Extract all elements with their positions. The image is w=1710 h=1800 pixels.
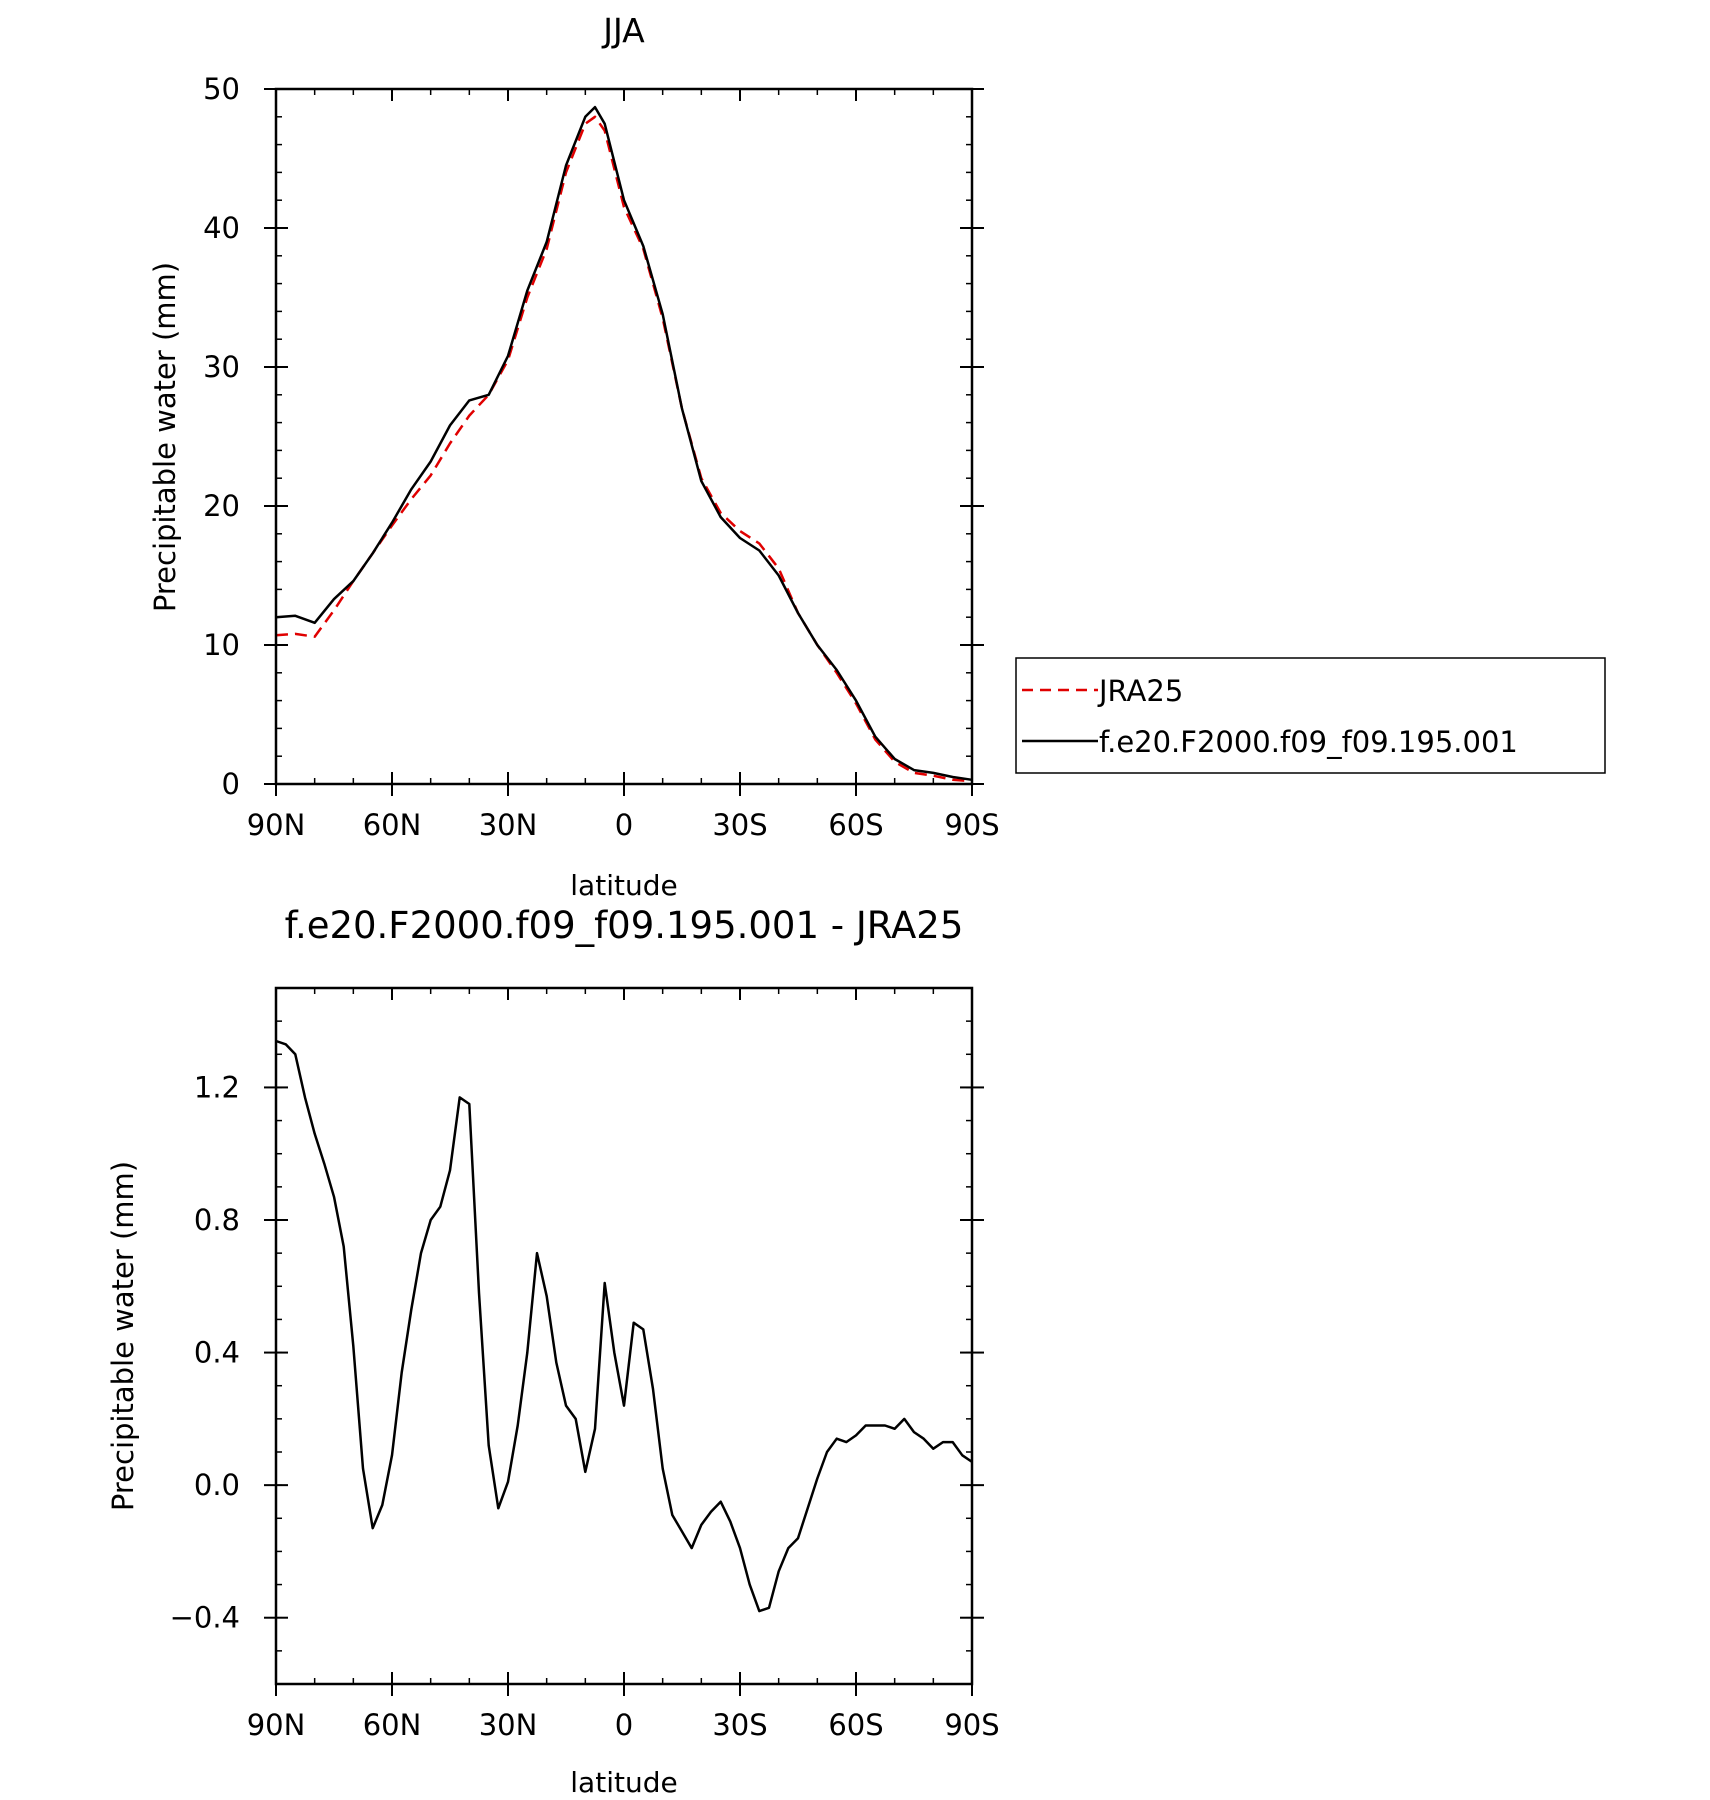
top-y-tick-label: 50 (203, 72, 240, 106)
bottom-chart-series-layer (275, 1039, 973, 1613)
top-plot-frame (274, 87, 974, 786)
bottom-x-tick-label: 0 (615, 1708, 633, 1742)
top-x-tick-label: 90N (247, 808, 306, 842)
top-y-tick-label: 20 (203, 489, 240, 523)
top-series-line-jra25 (275, 115, 973, 783)
top-y-tick-label: 0 (222, 767, 240, 801)
top-chart-series-layer (275, 105, 973, 783)
top-chart: JJA 90N 60N 30N 0 30S 60S 90S 0 10 20 30 40 50 latit… (148, 11, 1000, 902)
top-y-tick-label: 40 (203, 211, 240, 245)
legend-box (1015, 657, 1606, 774)
bottom-x-tick-label: 60S (828, 1708, 883, 1742)
bottom-x-tick-label: 90S (944, 1708, 999, 1742)
bottom-plot-frame (274, 986, 974, 1686)
bottom-y-tick-label: 0.4 (194, 1336, 240, 1370)
top-x-tick-label: 30N (479, 808, 538, 842)
bottom-chart-x-axis-label: latitude (570, 1766, 677, 1799)
top-x-tick-label: 0 (615, 808, 633, 842)
top-chart-ticks: 90N 60N 30N 0 30S 60S 90S 0 10 20 30 40 50 (203, 72, 1000, 842)
bottom-x-tick-label: 30S (712, 1708, 767, 1742)
top-chart-y-axis-label: Precipitable water (mm) (148, 262, 182, 612)
bottom-x-tick-label: 30N (479, 1708, 538, 1742)
top-chart-title: JJA (601, 11, 645, 50)
top-y-tick-label: 10 (203, 628, 240, 662)
bottom-x-tick-label: 60N (363, 1708, 422, 1742)
bottom-y-tick-label: 1.2 (194, 1070, 240, 1104)
legend: JRA25 f.e20.F2000.f09_f09.195.001 (1015, 657, 1606, 774)
legend-label-jra25: JRA25 (1097, 674, 1183, 708)
top-y-tick-label: 30 (203, 350, 240, 384)
top-x-tick-label: 30S (712, 808, 767, 842)
bottom-x-tick-label: 90N (247, 1708, 306, 1742)
bottom-chart-y-axis-label: Precipitable water (mm) (106, 1161, 140, 1511)
legend-label-model: f.e20.F2000.f09_f09.195.001 (1099, 725, 1518, 759)
top-series-line-f-e20-f2000-f09-f09-195-001 (275, 105, 973, 782)
top-x-tick-label: 90S (944, 808, 999, 842)
bottom-y-tick-label: 0.0 (194, 1468, 240, 1502)
bottom-chart-title: f.e20.F2000.f09_f09.195.001 - JRA25 (285, 904, 964, 947)
top-chart-x-axis-label: latitude (570, 869, 677, 902)
bottom-chart: f.e20.F2000.f09_f09.195.001 - JRA25 90N 6… (106, 904, 1000, 1799)
bottom-chart-ticks: 90N 60N 30N 0 30S 60S 90S −0.4 0.0 0.4 0.8 1.2 (170, 987, 1000, 1742)
bottom-y-tick-label: 0.8 (194, 1203, 240, 1237)
bottom-y-tick-label: −0.4 (170, 1601, 240, 1635)
top-x-tick-label: 60S (828, 808, 883, 842)
top-x-tick-label: 60N (363, 808, 422, 842)
bottom-series-line-0 (275, 1039, 973, 1613)
